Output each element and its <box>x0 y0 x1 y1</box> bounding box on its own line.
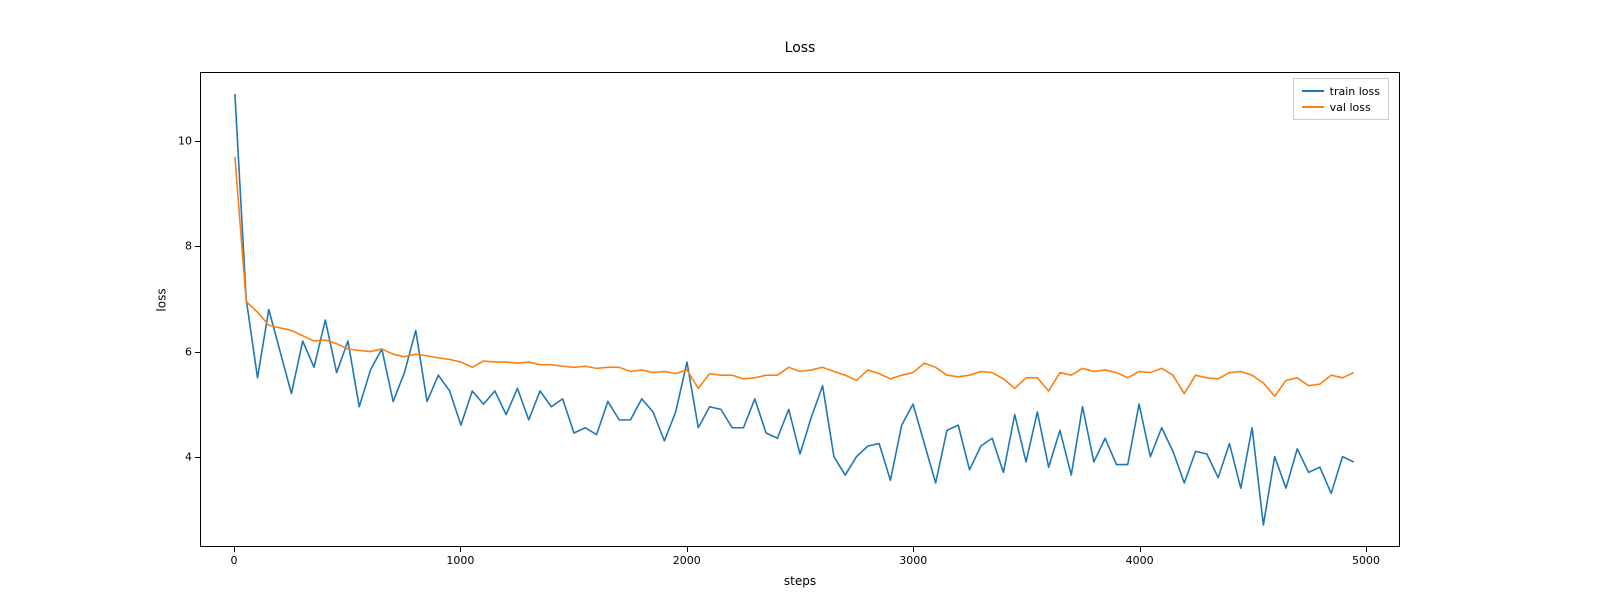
x-tick-label: 3000 <box>899 554 927 567</box>
legend-label-train: train loss <box>1330 85 1380 98</box>
loss-chart: Loss loss steps train loss val loss 0 100… <box>0 0 1600 600</box>
x-tick <box>234 547 235 552</box>
x-tick-label: 4000 <box>1126 554 1154 567</box>
series-train-loss <box>235 94 1354 525</box>
x-tick-label: 5000 <box>1352 554 1380 567</box>
legend-item-val: val loss <box>1302 99 1380 115</box>
legend-item-train: train loss <box>1302 83 1380 99</box>
legend-swatch-val <box>1302 106 1324 108</box>
legend-swatch-train <box>1302 90 1324 92</box>
y-tick <box>195 352 200 353</box>
x-tick-label: 1000 <box>446 554 474 567</box>
y-tick <box>195 141 200 142</box>
legend: train loss val loss <box>1293 78 1389 120</box>
y-tick <box>195 457 200 458</box>
y-tick-label: 6 <box>172 345 192 358</box>
x-axis-label: steps <box>784 574 816 588</box>
chart-title: Loss <box>785 40 816 56</box>
y-tick-label: 4 <box>172 451 192 464</box>
legend-label-val: val loss <box>1330 101 1371 114</box>
x-tick <box>460 547 461 552</box>
x-tick-label: 2000 <box>673 554 701 567</box>
x-tick-label: 0 <box>230 554 237 567</box>
x-tick <box>1140 547 1141 552</box>
y-axis-label: loss <box>155 288 169 311</box>
x-tick <box>913 547 914 552</box>
x-tick <box>687 547 688 552</box>
y-tick-label: 10 <box>172 134 192 147</box>
line-plot-svg <box>201 73 1399 546</box>
y-tick-label: 8 <box>172 240 192 253</box>
series-val-loss <box>235 157 1354 396</box>
x-tick <box>1366 547 1367 552</box>
plot-area: train loss val loss <box>200 72 1400 547</box>
y-tick <box>195 246 200 247</box>
